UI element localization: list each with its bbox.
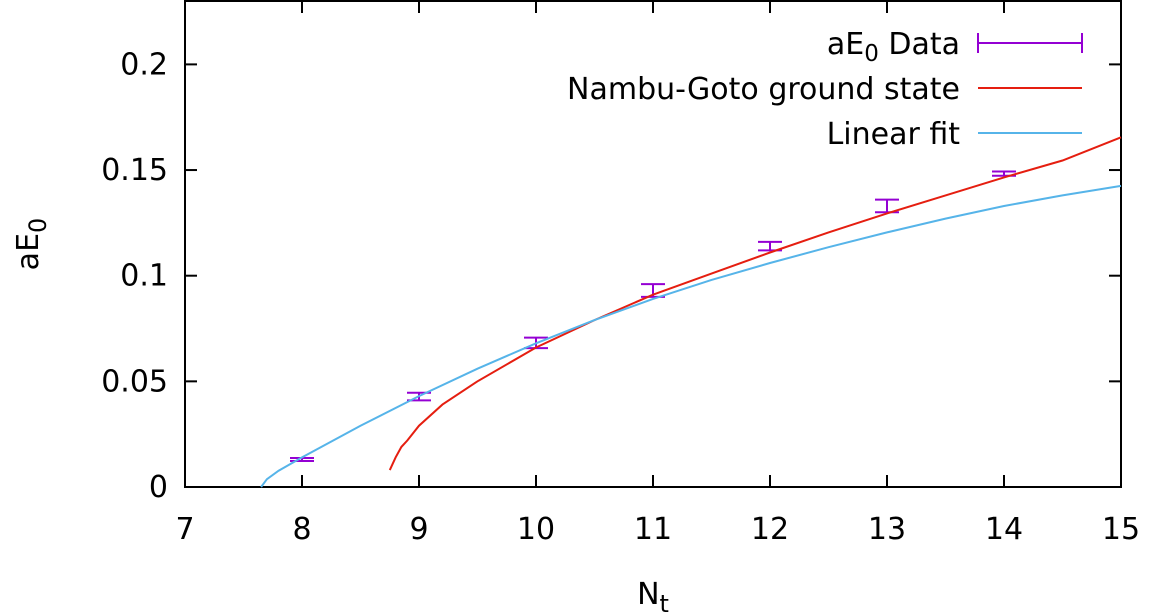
x-axis-ticks: 7 8 9 10 11 12 13 14 15 bbox=[175, 1, 1140, 547]
series-layer bbox=[260, 136, 1122, 488]
x-axis-label-sub: t bbox=[660, 590, 669, 614]
series-line-2 bbox=[260, 184, 1122, 488]
legend-label-main: Linear fit bbox=[827, 117, 961, 152]
y-axis-label-sub: 0 bbox=[24, 218, 52, 233]
x-tick-label: 14 bbox=[985, 512, 1023, 547]
x-tick-label: 11 bbox=[634, 512, 672, 547]
y-tick-label: 0.1 bbox=[120, 259, 168, 294]
data-point bbox=[875, 198, 899, 214]
legend-label-2: Linear fit bbox=[827, 117, 961, 152]
series-line-1 bbox=[388, 136, 1122, 471]
legend-label-0: aE0 Data bbox=[827, 27, 960, 67]
x-axis-label-main: N bbox=[637, 577, 659, 612]
series-errorbars bbox=[290, 170, 1016, 463]
legend-label-suffix: Data bbox=[879, 27, 960, 62]
y-axis-label-main: aE bbox=[11, 233, 46, 270]
x-axis-label: Nt bbox=[637, 577, 669, 614]
x-tick-label: 9 bbox=[409, 512, 428, 547]
x-tick-label: 7 bbox=[175, 512, 194, 547]
x-tick-label: 12 bbox=[751, 512, 789, 547]
x-tick-label: 13 bbox=[868, 512, 906, 547]
legend-label-main: Nambu-Goto ground state bbox=[567, 72, 960, 107]
x-tick-label: 10 bbox=[517, 512, 555, 547]
legend-label-main: aE bbox=[827, 27, 864, 62]
x-tick-label: 15 bbox=[1102, 512, 1140, 547]
y-tick-label: 0.15 bbox=[101, 153, 168, 188]
y-tick-label: 0 bbox=[149, 470, 168, 505]
x-tick-label: 8 bbox=[292, 512, 311, 547]
legend-label-1: Nambu-Goto ground state bbox=[567, 72, 960, 107]
legend: aE0 Data Nambu-Goto ground state Linear fi… bbox=[567, 27, 1083, 152]
legend-label-sub: 0 bbox=[864, 41, 879, 67]
y-axis-label: aE0 bbox=[11, 218, 52, 271]
y-tick-label: 0.05 bbox=[101, 364, 168, 399]
y-tick-label: 0.2 bbox=[120, 47, 168, 82]
y-axis-ticks: 0 0.05 0.1 0.15 0.2 bbox=[101, 47, 1121, 505]
